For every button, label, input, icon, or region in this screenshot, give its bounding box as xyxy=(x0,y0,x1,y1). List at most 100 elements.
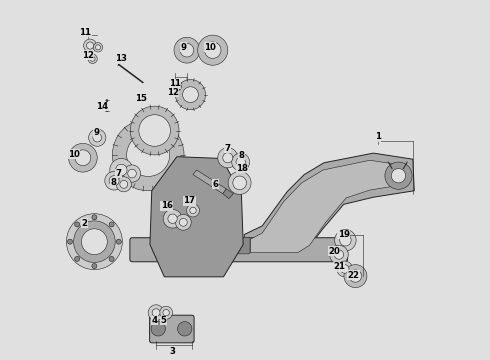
Circle shape xyxy=(109,222,114,227)
Circle shape xyxy=(109,256,114,261)
Text: 7: 7 xyxy=(116,169,122,178)
Text: 20: 20 xyxy=(328,247,340,256)
Circle shape xyxy=(69,143,97,172)
Circle shape xyxy=(204,42,221,58)
Polygon shape xyxy=(250,160,406,252)
Circle shape xyxy=(128,169,136,178)
Circle shape xyxy=(81,229,107,255)
Circle shape xyxy=(116,164,127,176)
Circle shape xyxy=(341,265,349,273)
Text: 13: 13 xyxy=(115,54,127,63)
Circle shape xyxy=(179,219,187,226)
Circle shape xyxy=(335,229,356,251)
Circle shape xyxy=(163,310,170,316)
Circle shape xyxy=(337,261,353,277)
Circle shape xyxy=(116,177,131,192)
Text: 5: 5 xyxy=(160,316,166,325)
Text: 21: 21 xyxy=(333,262,345,271)
Circle shape xyxy=(223,153,233,163)
Text: 22: 22 xyxy=(347,270,359,279)
Circle shape xyxy=(233,176,246,190)
Text: 12: 12 xyxy=(167,87,178,96)
Circle shape xyxy=(218,148,238,168)
Text: 18: 18 xyxy=(236,164,248,173)
Circle shape xyxy=(93,134,101,142)
FancyBboxPatch shape xyxy=(130,238,347,262)
Circle shape xyxy=(96,45,100,50)
Circle shape xyxy=(90,56,95,61)
Circle shape xyxy=(74,222,80,227)
Circle shape xyxy=(232,153,250,171)
Circle shape xyxy=(92,215,97,220)
Circle shape xyxy=(120,180,128,188)
Text: 1: 1 xyxy=(375,132,381,141)
Circle shape xyxy=(88,54,97,63)
Circle shape xyxy=(89,129,106,146)
Text: 19: 19 xyxy=(338,230,350,239)
Circle shape xyxy=(168,214,177,224)
Circle shape xyxy=(152,309,160,317)
Circle shape xyxy=(174,37,200,63)
Text: 6: 6 xyxy=(213,180,219,189)
FancyBboxPatch shape xyxy=(167,237,250,254)
FancyBboxPatch shape xyxy=(149,315,194,343)
Circle shape xyxy=(74,221,115,262)
Text: 8: 8 xyxy=(110,178,116,187)
Circle shape xyxy=(175,215,191,230)
Text: 11: 11 xyxy=(169,80,181,89)
Circle shape xyxy=(175,80,205,110)
Text: 3: 3 xyxy=(170,347,175,356)
Text: 11: 11 xyxy=(79,28,92,37)
Circle shape xyxy=(340,234,351,246)
Circle shape xyxy=(105,171,123,190)
Text: 12: 12 xyxy=(82,51,94,60)
Circle shape xyxy=(87,42,94,49)
Text: 10: 10 xyxy=(68,150,79,159)
Circle shape xyxy=(126,134,170,176)
Circle shape xyxy=(160,306,172,319)
Text: 4: 4 xyxy=(151,316,158,325)
Circle shape xyxy=(151,321,166,336)
Polygon shape xyxy=(245,153,414,258)
Circle shape xyxy=(392,168,406,183)
Circle shape xyxy=(112,119,184,191)
Circle shape xyxy=(148,305,164,320)
Circle shape xyxy=(187,204,199,217)
Circle shape xyxy=(334,250,343,259)
Circle shape xyxy=(123,165,141,182)
Circle shape xyxy=(174,83,181,90)
Circle shape xyxy=(180,43,194,57)
Text: 8: 8 xyxy=(239,151,245,160)
Text: 16: 16 xyxy=(161,201,173,210)
Circle shape xyxy=(344,265,367,288)
Circle shape xyxy=(93,42,102,52)
Circle shape xyxy=(163,210,182,228)
Circle shape xyxy=(190,207,196,214)
Circle shape xyxy=(109,176,119,186)
Circle shape xyxy=(130,106,179,155)
Circle shape xyxy=(84,39,97,52)
Circle shape xyxy=(110,158,133,181)
Polygon shape xyxy=(223,189,234,199)
Text: 17: 17 xyxy=(183,196,196,205)
Text: 2: 2 xyxy=(81,219,87,228)
Polygon shape xyxy=(150,157,243,277)
Circle shape xyxy=(116,239,122,244)
Circle shape xyxy=(349,270,362,282)
Text: 7: 7 xyxy=(225,144,231,153)
Circle shape xyxy=(236,157,245,167)
Circle shape xyxy=(177,321,192,336)
Circle shape xyxy=(183,87,198,103)
Text: 9: 9 xyxy=(180,43,186,52)
Circle shape xyxy=(330,245,348,264)
Text: 9: 9 xyxy=(93,128,99,137)
Circle shape xyxy=(197,35,228,65)
Circle shape xyxy=(75,150,91,166)
Polygon shape xyxy=(193,170,226,194)
Circle shape xyxy=(67,214,122,270)
Text: 10: 10 xyxy=(204,43,216,52)
Text: 14: 14 xyxy=(96,102,108,111)
Circle shape xyxy=(385,162,412,189)
Circle shape xyxy=(74,256,80,261)
Circle shape xyxy=(92,264,97,269)
